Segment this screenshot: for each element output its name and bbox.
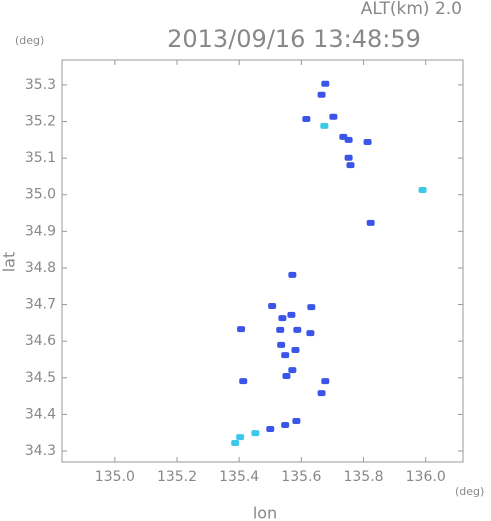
y-tick-label: 34.7 <box>25 297 56 313</box>
plot-frame <box>61 59 464 463</box>
echo-point <box>277 341 286 348</box>
y-tick-label: 34.8 <box>25 260 56 276</box>
echo-point <box>278 315 287 322</box>
y-tick-label: 34.5 <box>25 370 56 386</box>
y-tick-label: 34.9 <box>25 223 56 239</box>
echo-point <box>281 422 290 429</box>
echo-point <box>363 139 372 146</box>
x-axis-label: lon <box>253 504 277 521</box>
echo-point <box>237 326 246 333</box>
echo-point <box>329 113 338 120</box>
echo-point <box>266 426 275 433</box>
y-tick-label: 34.3 <box>25 443 56 459</box>
echo-point <box>239 378 248 385</box>
y-tick-label: 35.3 <box>25 77 56 93</box>
x-tick-label: 135.4 <box>219 469 259 485</box>
echo-point <box>251 430 260 437</box>
echo-point <box>282 372 291 379</box>
y-tick-label: 35.1 <box>25 150 56 166</box>
x-unit: (deg) <box>455 485 484 498</box>
echo-point <box>321 80 330 87</box>
echo-point <box>288 367 297 374</box>
echo-point <box>276 326 285 333</box>
echo-point <box>306 330 315 337</box>
x-tick-label: 136.0 <box>406 469 446 485</box>
echo-point <box>281 352 290 359</box>
echo-point <box>302 115 311 122</box>
echo-point <box>366 219 375 226</box>
y-tick-label: 35.2 <box>25 114 56 130</box>
y-tick-label: 34.4 <box>25 406 56 422</box>
x-tick-label: 135.0 <box>95 469 135 485</box>
x-tick-label: 135.6 <box>281 469 321 485</box>
echo-point <box>268 303 277 310</box>
altitude-annotation: ALT(km) 2.0 <box>361 0 462 19</box>
echo-point <box>288 271 297 278</box>
echo-point <box>418 186 427 193</box>
x-tick-label: 135.2 <box>157 469 197 485</box>
echo-point <box>320 122 329 129</box>
y-tick-label: 34.6 <box>25 333 56 349</box>
echo-point <box>317 390 326 397</box>
echo-point <box>321 378 330 385</box>
echo-point <box>293 326 302 333</box>
echo-point <box>346 162 355 169</box>
echo-point <box>307 304 316 311</box>
echo-point <box>287 311 296 318</box>
y-unit: (deg) <box>15 34 44 47</box>
echo-point <box>292 417 301 424</box>
y-axis-label: lat <box>0 252 19 273</box>
y-tick-label: 35.0 <box>25 187 56 203</box>
echo-point <box>344 136 353 143</box>
echo-point <box>236 434 245 441</box>
echo-point <box>291 346 300 353</box>
x-tick-label: 135.8 <box>343 469 383 485</box>
chart-title: 2013/09/16 13:48:59 <box>167 25 421 53</box>
echo-point <box>344 154 353 161</box>
echo-point <box>317 91 326 98</box>
echo-point <box>231 439 240 446</box>
